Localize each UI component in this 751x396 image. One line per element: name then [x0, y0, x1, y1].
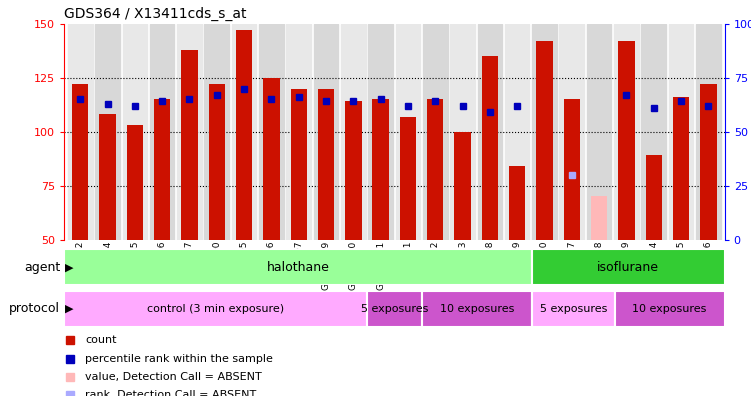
- Bar: [559, 24, 584, 240]
- Text: 10 exposures: 10 exposures: [632, 304, 707, 314]
- Bar: [314, 24, 338, 240]
- Bar: [291, 88, 307, 240]
- Text: rank, Detection Call = ABSENT: rank, Detection Call = ABSENT: [85, 390, 256, 396]
- Bar: [209, 84, 225, 240]
- Bar: [454, 131, 471, 240]
- Bar: [536, 41, 553, 240]
- Bar: [366, 291, 422, 327]
- Bar: [563, 99, 580, 240]
- Bar: [509, 166, 526, 240]
- Bar: [668, 24, 693, 240]
- Text: percentile rank within the sample: percentile rank within the sample: [85, 354, 273, 364]
- Bar: [646, 155, 662, 240]
- Bar: [68, 24, 92, 240]
- Bar: [614, 291, 725, 327]
- Bar: [587, 24, 611, 240]
- Bar: [422, 291, 532, 327]
- Bar: [122, 24, 147, 240]
- Text: 5 exposures: 5 exposures: [360, 304, 428, 314]
- Text: 5 exposures: 5 exposures: [539, 304, 607, 314]
- Bar: [481, 56, 498, 240]
- Bar: [64, 291, 366, 327]
- Bar: [181, 50, 198, 240]
- Bar: [451, 24, 475, 240]
- Text: ▶: ▶: [65, 304, 74, 314]
- Bar: [700, 84, 716, 240]
- Bar: [641, 24, 666, 240]
- Bar: [673, 97, 689, 240]
- Bar: [154, 99, 170, 240]
- Bar: [614, 24, 638, 240]
- Bar: [696, 24, 721, 240]
- Bar: [618, 41, 635, 240]
- Bar: [368, 24, 393, 240]
- Bar: [286, 24, 311, 240]
- Bar: [345, 101, 361, 240]
- Bar: [400, 116, 416, 240]
- Bar: [532, 249, 725, 285]
- Bar: [478, 24, 502, 240]
- Bar: [505, 24, 529, 240]
- Bar: [372, 99, 389, 240]
- Text: value, Detection Call = ABSENT: value, Detection Call = ABSENT: [85, 372, 262, 382]
- Bar: [127, 125, 143, 240]
- Bar: [177, 24, 202, 240]
- Text: halothane: halothane: [267, 261, 330, 274]
- Bar: [72, 84, 89, 240]
- Bar: [532, 24, 556, 240]
- Text: count: count: [85, 335, 116, 345]
- Text: agent: agent: [24, 261, 60, 274]
- Bar: [427, 99, 443, 240]
- Bar: [259, 24, 284, 240]
- Text: GDS364 / X13411cds_s_at: GDS364 / X13411cds_s_at: [64, 7, 246, 21]
- Bar: [341, 24, 366, 240]
- Bar: [236, 30, 252, 240]
- Text: 10 exposures: 10 exposures: [439, 304, 514, 314]
- Bar: [532, 291, 614, 327]
- Bar: [423, 24, 448, 240]
- Bar: [64, 249, 532, 285]
- Text: control (3 min exposure): control (3 min exposure): [146, 304, 284, 314]
- Bar: [95, 24, 120, 240]
- Text: ▶: ▶: [65, 262, 74, 272]
- Bar: [396, 24, 421, 240]
- Text: isoflurane: isoflurane: [597, 261, 659, 274]
- Text: protocol: protocol: [9, 303, 60, 315]
- Bar: [150, 24, 174, 240]
- Bar: [99, 114, 116, 240]
- Bar: [263, 78, 279, 240]
- Bar: [204, 24, 229, 240]
- Bar: [591, 196, 608, 240]
- Bar: [318, 88, 334, 240]
- Bar: [232, 24, 256, 240]
